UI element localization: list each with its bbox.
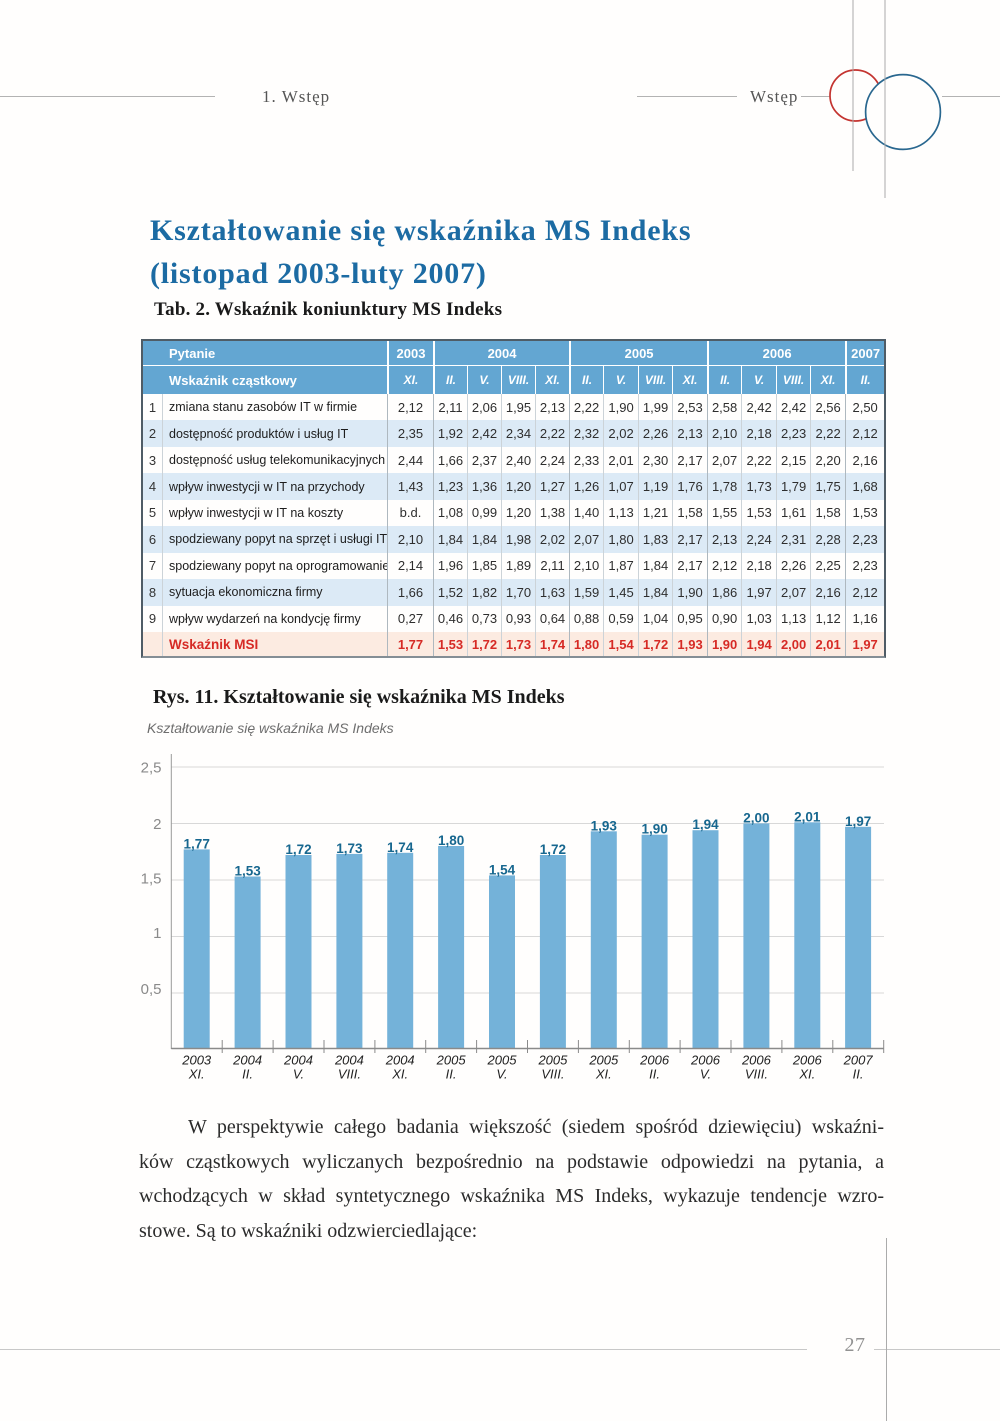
svg-text:XI.: XI. (188, 1067, 205, 1082)
svg-text:1: 1 (153, 925, 161, 942)
svg-text:1,93: 1,93 (591, 818, 618, 833)
svg-text:1,5: 1,5 (141, 871, 162, 888)
svg-text:1,77: 1,77 (184, 836, 210, 851)
svg-text:XI.: XI. (798, 1067, 815, 1082)
svg-text:2004: 2004 (283, 1053, 313, 1068)
svg-text:XI.: XI. (391, 1067, 408, 1082)
svg-text:1,54: 1,54 (489, 862, 516, 877)
svg-text:V.: V. (293, 1067, 304, 1082)
svg-text:2005: 2005 (487, 1053, 518, 1068)
svg-text:VIII.: VIII. (745, 1067, 768, 1082)
svg-text:II.: II. (446, 1067, 457, 1082)
svg-text:1,94: 1,94 (692, 817, 719, 832)
svg-text:1,74: 1,74 (387, 840, 414, 855)
svg-text:2,5: 2,5 (141, 760, 162, 777)
svg-text:1,90: 1,90 (641, 822, 667, 837)
svg-text:2004: 2004 (232, 1053, 262, 1068)
svg-text:0,5: 0,5 (141, 981, 162, 998)
svg-text:2: 2 (153, 816, 161, 833)
svg-text:1,97: 1,97 (845, 814, 871, 829)
svg-text:VIII.: VIII. (541, 1067, 564, 1082)
svg-text:II.: II. (649, 1067, 660, 1082)
svg-text:VIII.: VIII. (338, 1067, 361, 1082)
svg-text:2005: 2005 (436, 1053, 467, 1068)
svg-text:2005: 2005 (537, 1053, 568, 1068)
svg-text:XI.: XI. (595, 1067, 612, 1082)
svg-text:II.: II. (853, 1067, 864, 1082)
svg-text:V.: V. (700, 1067, 711, 1082)
svg-text:II.: II. (242, 1067, 253, 1082)
svg-text:2006: 2006 (639, 1053, 670, 1068)
svg-text:2006: 2006 (690, 1053, 721, 1068)
svg-text:2,00: 2,00 (743, 810, 769, 825)
svg-text:2003: 2003 (181, 1053, 212, 1068)
svg-text:1,72: 1,72 (540, 842, 566, 857)
svg-text:V.: V. (496, 1067, 507, 1082)
svg-text:1,53: 1,53 (234, 864, 261, 879)
svg-text:2006: 2006 (741, 1053, 772, 1068)
svg-text:2005: 2005 (588, 1053, 619, 1068)
svg-text:1,73: 1,73 (336, 841, 363, 856)
svg-text:1,80: 1,80 (438, 833, 464, 848)
svg-text:2004: 2004 (334, 1053, 364, 1068)
svg-text:2006: 2006 (792, 1053, 823, 1068)
svg-text:2,01: 2,01 (794, 809, 821, 824)
svg-text:1,72: 1,72 (285, 842, 311, 857)
svg-text:2007: 2007 (843, 1053, 874, 1068)
svg-text:2004: 2004 (385, 1053, 415, 1068)
